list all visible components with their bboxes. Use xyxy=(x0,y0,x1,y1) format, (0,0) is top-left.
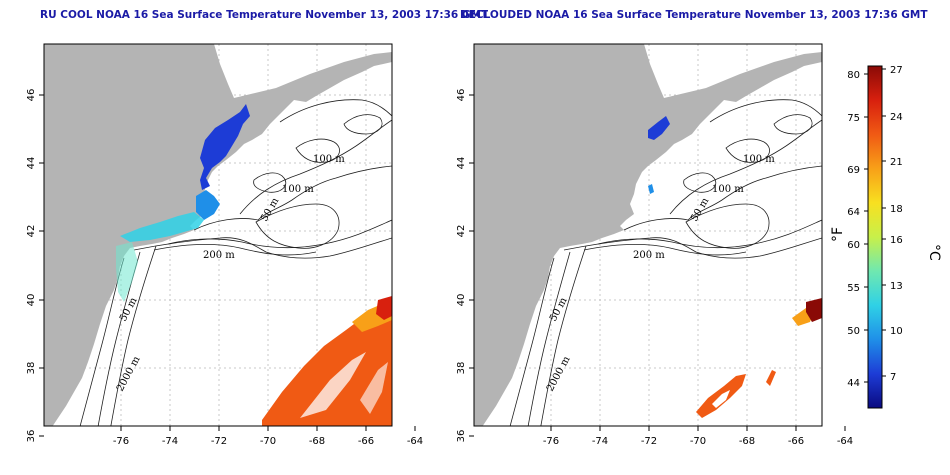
right-contour-line-5 xyxy=(709,99,822,123)
right-contour-label-4: 200 m xyxy=(633,250,665,261)
left-x-tick-label-3: -72 xyxy=(211,436,227,447)
right-y-tick-label-5: 44 xyxy=(456,157,467,170)
left-contour-line-4 xyxy=(255,203,340,249)
left-contour-line-1 xyxy=(193,165,392,231)
right-contour-line-11 xyxy=(725,138,770,163)
right-y-tick-label-1: 36 xyxy=(456,430,467,443)
right-map: 100 m 100 m 50 m 200 m 50 m 2000 m -76 -7… xyxy=(456,43,853,447)
right-y-tick-label-2: 38 xyxy=(456,362,467,375)
left-contour-line-11 xyxy=(295,138,340,163)
colorbar-f-tick-label-7: 50 xyxy=(847,326,860,337)
left-x-tick-label-4: -70 xyxy=(260,436,276,447)
colorbar-ramp xyxy=(867,65,883,409)
right-contour-label-2: 100 m xyxy=(712,184,744,195)
right-x-tick-label-7: -64 xyxy=(837,436,853,447)
left-contour-line-9 xyxy=(167,219,392,249)
left-contour-line-12 xyxy=(343,114,383,135)
left-contour-line-10 xyxy=(153,243,317,256)
colorbar-f-tick-label-5: 60 xyxy=(847,240,860,251)
left-x-tick-label-6: -66 xyxy=(358,436,374,447)
right-map-land xyxy=(474,44,822,426)
right-map-x-axis: -76 -74 -72 -70 -68 -66 -64 xyxy=(543,426,853,447)
left-contour-label-4: 200 m xyxy=(203,250,235,261)
colorbar-f-tick-label-6: 55 xyxy=(847,283,860,294)
colorbar-celsius-ticks: 27 24 21 18 16 13 10 7 xyxy=(882,65,903,383)
left-contour-line-8 xyxy=(110,245,157,426)
colorbar-c-tick-label-6: 13 xyxy=(890,281,903,292)
right-map-sst-blue xyxy=(648,116,670,194)
left-y-tick-label-6: 46 xyxy=(26,89,37,102)
right-contour-line-8 xyxy=(540,245,587,426)
colorbar-c-tick-label-3: 21 xyxy=(890,157,903,168)
colorbar-c-tick-label-5: 16 xyxy=(890,235,903,246)
right-contour-line-10 xyxy=(583,243,747,256)
left-map-title: RU COOL NOAA 16 Sea Surface Temperature … xyxy=(40,9,489,21)
right-map-contours xyxy=(509,99,822,426)
colorbar-c-tick-label-7: 10 xyxy=(890,326,903,337)
left-map-sst-warm xyxy=(262,296,392,426)
right-map-y-axis: 36 38 40 42 44 46 xyxy=(456,89,474,443)
right-contour-line-4 xyxy=(685,203,770,249)
left-map-x-axis: -76 -74 -72 -70 -68 -66 -64 xyxy=(113,426,423,447)
colorbar-c-tick-label-1: 27 xyxy=(890,65,903,76)
left-map-sst-blue xyxy=(196,104,250,220)
colorbar-celsius-label: °C xyxy=(926,244,942,261)
right-x-tick-label-2: -74 xyxy=(592,436,608,447)
left-y-tick-label-4: 42 xyxy=(26,225,37,238)
right-contour-line-9 xyxy=(597,219,822,249)
left-y-tick-label-2: 38 xyxy=(26,362,37,375)
right-y-tick-label-6: 46 xyxy=(456,89,467,102)
left-y-tick-label-1: 36 xyxy=(26,430,37,443)
left-contour-line-2 xyxy=(133,237,392,259)
colorbar-c-tick-label-8: 7 xyxy=(890,372,896,383)
colorbar: 80 75 69 64 60 55 50 44 27 24 21 18 16 13 10 7 °F °C xyxy=(830,65,942,409)
colorbar-c-tick-label-4: 18 xyxy=(890,204,903,215)
left-map-frame xyxy=(43,43,393,427)
right-y-tick-label-3: 40 xyxy=(456,294,467,307)
left-map-y-axis: 36 38 40 42 44 46 xyxy=(26,89,44,443)
right-contour-line-13 xyxy=(683,172,717,193)
colorbar-f-tick-label-2: 75 xyxy=(847,113,860,124)
left-contour-line-13 xyxy=(253,172,287,193)
left-map-sst-cyan xyxy=(116,212,204,302)
right-map-sst-warm xyxy=(696,298,822,418)
left-x-tick-label-2: -74 xyxy=(162,436,178,447)
left-y-tick-label-3: 40 xyxy=(26,294,37,307)
right-x-tick-label-3: -72 xyxy=(641,436,657,447)
colorbar-fahrenheit-label: °F xyxy=(830,227,846,242)
left-contour-line-5 xyxy=(279,99,392,123)
left-contour-line-6 xyxy=(79,257,125,426)
right-x-tick-label-5: -68 xyxy=(739,436,755,447)
left-map: 100 m 100 m 50 m 200 m 50 m 2000 m -76 -7… xyxy=(26,43,423,447)
right-contour-line-12 xyxy=(773,114,813,135)
right-contour-line-1 xyxy=(623,165,822,231)
left-x-tick-label-7: -64 xyxy=(407,436,423,447)
left-contour-label-1: 100 m xyxy=(313,154,345,165)
right-contour-label-1: 100 m xyxy=(743,154,775,165)
right-contour-line-7 xyxy=(527,251,571,426)
right-x-tick-label-1: -76 xyxy=(543,436,559,447)
colorbar-fahrenheit-ticks: 80 75 69 64 60 55 50 44 xyxy=(847,70,868,389)
left-x-tick-label-1: -76 xyxy=(113,436,129,447)
left-contour-label-2: 100 m xyxy=(282,184,314,195)
right-map-frame xyxy=(473,43,823,427)
left-map-land xyxy=(44,44,392,426)
colorbar-f-tick-label-1: 80 xyxy=(847,70,860,81)
colorbar-f-tick-label-3: 69 xyxy=(847,165,860,176)
right-x-tick-label-6: -66 xyxy=(788,436,804,447)
colorbar-f-tick-label-8: 44 xyxy=(847,378,860,389)
right-map-title: DECLOUDED NOAA 16 Sea Surface Temperatur… xyxy=(460,9,928,21)
colorbar-f-tick-label-4: 64 xyxy=(847,207,860,218)
left-x-tick-label-5: -68 xyxy=(309,436,325,447)
right-x-tick-label-4: -70 xyxy=(690,436,706,447)
right-contour-line-2 xyxy=(563,237,822,259)
right-y-tick-label-4: 42 xyxy=(456,225,467,238)
left-y-tick-label-5: 44 xyxy=(26,157,37,170)
colorbar-c-tick-label-2: 24 xyxy=(890,112,903,123)
right-contour-line-6 xyxy=(509,257,555,426)
